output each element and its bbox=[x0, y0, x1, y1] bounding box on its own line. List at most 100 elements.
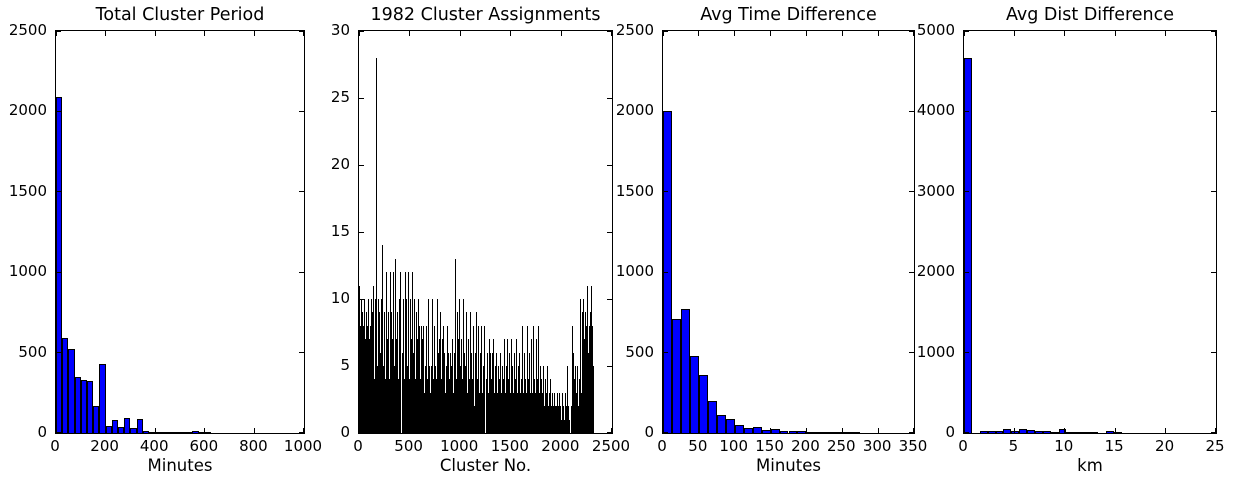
y-tick-label: 500 bbox=[625, 342, 654, 361]
x-tick-mark bbox=[734, 31, 736, 36]
y-tick-label: 0 bbox=[945, 423, 955, 441]
histogram-bar bbox=[557, 392, 559, 433]
histogram-bar bbox=[192, 430, 199, 433]
histogram-bar bbox=[369, 339, 371, 433]
x-tick-mark bbox=[698, 31, 700, 36]
y-tick-label: 2500 bbox=[615, 21, 654, 39]
y-tick-mark bbox=[1211, 432, 1216, 433]
y-tick-mark bbox=[909, 191, 914, 193]
x-tick-mark bbox=[1114, 428, 1116, 433]
histogram-bar bbox=[550, 379, 552, 433]
histogram-bar bbox=[505, 366, 507, 433]
histogram-bar bbox=[514, 379, 516, 433]
x-tick-label: 0 bbox=[657, 437, 667, 455]
histogram-bar bbox=[568, 406, 570, 433]
histogram-bar bbox=[99, 363, 106, 433]
histogram-bar bbox=[521, 325, 523, 433]
y-tick-mark bbox=[607, 365, 612, 367]
histogram-bar bbox=[566, 406, 568, 433]
y-tick-label: 0 bbox=[340, 423, 350, 441]
y-tick-mark bbox=[1211, 110, 1216, 112]
histogram-bar bbox=[539, 392, 541, 433]
histogram-bar bbox=[413, 299, 415, 433]
x-tick-mark bbox=[1215, 31, 1216, 36]
histogram-bar bbox=[1082, 432, 1090, 433]
histogram-bar bbox=[484, 325, 486, 433]
histogram-bar bbox=[442, 325, 444, 433]
histogram-bar bbox=[460, 366, 462, 433]
x-axis-label: km bbox=[1077, 456, 1103, 475]
y-tick-mark bbox=[964, 271, 969, 273]
y-tick-mark bbox=[663, 271, 668, 273]
histogram-bar bbox=[579, 299, 581, 433]
histogram-bar bbox=[518, 352, 520, 433]
x-tick-mark bbox=[510, 428, 512, 433]
x-tick-label: 0 bbox=[353, 437, 363, 455]
histogram-bar bbox=[581, 312, 583, 433]
histogram-bar bbox=[537, 379, 539, 433]
histogram-bar bbox=[427, 299, 429, 433]
y-tick-label: 0 bbox=[644, 423, 654, 441]
histogram-bar bbox=[522, 392, 524, 433]
histogram-bar bbox=[367, 325, 369, 433]
histogram-bar bbox=[565, 392, 567, 433]
histogram-bar bbox=[462, 379, 464, 433]
histogram-bar bbox=[494, 366, 496, 433]
histogram-bar bbox=[987, 431, 996, 433]
x-tick-mark bbox=[877, 31, 879, 36]
histogram-bar bbox=[567, 366, 569, 433]
histogram-bar bbox=[430, 366, 432, 433]
histogram-bar bbox=[398, 379, 400, 433]
histogram-bar bbox=[571, 325, 573, 433]
histogram-bar bbox=[471, 352, 473, 433]
histogram-bar bbox=[533, 325, 535, 433]
histogram-bar bbox=[538, 325, 540, 433]
y-tick-mark bbox=[299, 191, 304, 193]
histogram-bar bbox=[546, 392, 548, 433]
histogram-bar bbox=[463, 299, 465, 433]
histogram-bar bbox=[439, 312, 441, 433]
x-tick-mark bbox=[1064, 31, 1066, 36]
histogram-bar bbox=[530, 392, 532, 433]
subplot-total-cluster-period: Total Cluster Period Minutes 0 200 400 600 8… bbox=[9, 0, 322, 484]
y-tick-mark bbox=[56, 271, 61, 273]
histogram-bar bbox=[423, 392, 425, 433]
histogram-bar bbox=[457, 312, 459, 433]
histogram-bar bbox=[111, 420, 118, 433]
histogram-bar bbox=[396, 339, 398, 433]
histogram-bar bbox=[734, 424, 744, 433]
chart-title: 1982 Cluster Assignments bbox=[370, 5, 601, 25]
y-tick-mark bbox=[359, 298, 364, 300]
x-tick-mark bbox=[1013, 428, 1015, 433]
x-axis-label: Minutes bbox=[147, 456, 213, 475]
x-tick-mark bbox=[877, 428, 879, 433]
histogram-bar bbox=[493, 392, 495, 433]
x-tick-mark bbox=[964, 428, 965, 433]
x-tick-mark bbox=[253, 31, 255, 36]
histogram-bar bbox=[385, 379, 387, 433]
histogram-bar bbox=[475, 352, 477, 433]
histogram-bar bbox=[574, 366, 576, 433]
x-tick-mark bbox=[56, 31, 57, 36]
histogram-bar bbox=[375, 299, 377, 433]
x-tick-label: 350 bbox=[898, 437, 928, 455]
y-tick-mark bbox=[909, 110, 914, 112]
histogram-bar bbox=[535, 392, 537, 433]
x-tick-label: 20 bbox=[1155, 437, 1175, 455]
x-tick-mark bbox=[770, 31, 772, 36]
histogram-bar bbox=[707, 400, 717, 433]
y-tick-mark bbox=[359, 231, 364, 233]
histogram-bar bbox=[363, 325, 365, 433]
histogram-bar bbox=[437, 352, 439, 433]
histogram-bar bbox=[161, 432, 168, 433]
histogram-bar bbox=[534, 379, 536, 433]
x-tick-mark bbox=[359, 428, 360, 433]
y-tick-mark bbox=[964, 352, 969, 354]
histogram-bar bbox=[1113, 432, 1122, 433]
histogram-bar bbox=[431, 299, 433, 433]
histogram-bar bbox=[449, 379, 451, 433]
histogram-bar bbox=[1019, 428, 1027, 433]
histogram-bar bbox=[548, 406, 550, 433]
histogram-bar bbox=[482, 392, 484, 433]
histogram-bar bbox=[395, 258, 397, 433]
